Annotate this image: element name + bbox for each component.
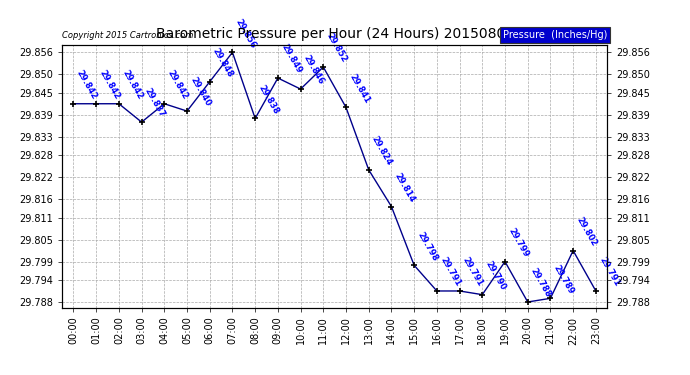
Text: 29.842: 29.842 <box>120 68 144 101</box>
Text: 29.842: 29.842 <box>75 68 99 101</box>
Text: 29.799: 29.799 <box>506 226 530 259</box>
Text: 29.842: 29.842 <box>166 68 190 101</box>
Text: 29.791: 29.791 <box>438 256 462 288</box>
Text: Copyright 2015 Cartronics.com: Copyright 2015 Cartronics.com <box>62 31 193 40</box>
Text: 29.842: 29.842 <box>97 68 121 101</box>
Text: 29.789: 29.789 <box>552 263 575 296</box>
Text: 29.798: 29.798 <box>415 230 440 262</box>
Text: 29.791: 29.791 <box>598 256 621 288</box>
Text: 29.856: 29.856 <box>234 17 258 50</box>
Text: 29.846: 29.846 <box>302 54 326 86</box>
Text: 29.791: 29.791 <box>461 256 485 288</box>
Text: 29.848: 29.848 <box>211 46 235 79</box>
Text: 29.790: 29.790 <box>484 260 508 292</box>
Title: Barometric Pressure per Hour (24 Hours) 20150809: Barometric Pressure per Hour (24 Hours) … <box>155 27 514 41</box>
Text: 29.838: 29.838 <box>257 83 280 116</box>
Text: 29.814: 29.814 <box>393 171 417 204</box>
Text: 29.802: 29.802 <box>575 215 598 248</box>
Text: 29.840: 29.840 <box>188 76 213 108</box>
Text: 29.788: 29.788 <box>529 267 553 299</box>
Text: 29.852: 29.852 <box>325 32 348 64</box>
Text: 29.849: 29.849 <box>279 43 303 75</box>
Text: Pressure  (Inches/Hg): Pressure (Inches/Hg) <box>503 30 607 40</box>
Text: 29.824: 29.824 <box>370 135 394 167</box>
Text: 29.841: 29.841 <box>347 72 371 105</box>
Text: 29.837: 29.837 <box>143 87 167 119</box>
